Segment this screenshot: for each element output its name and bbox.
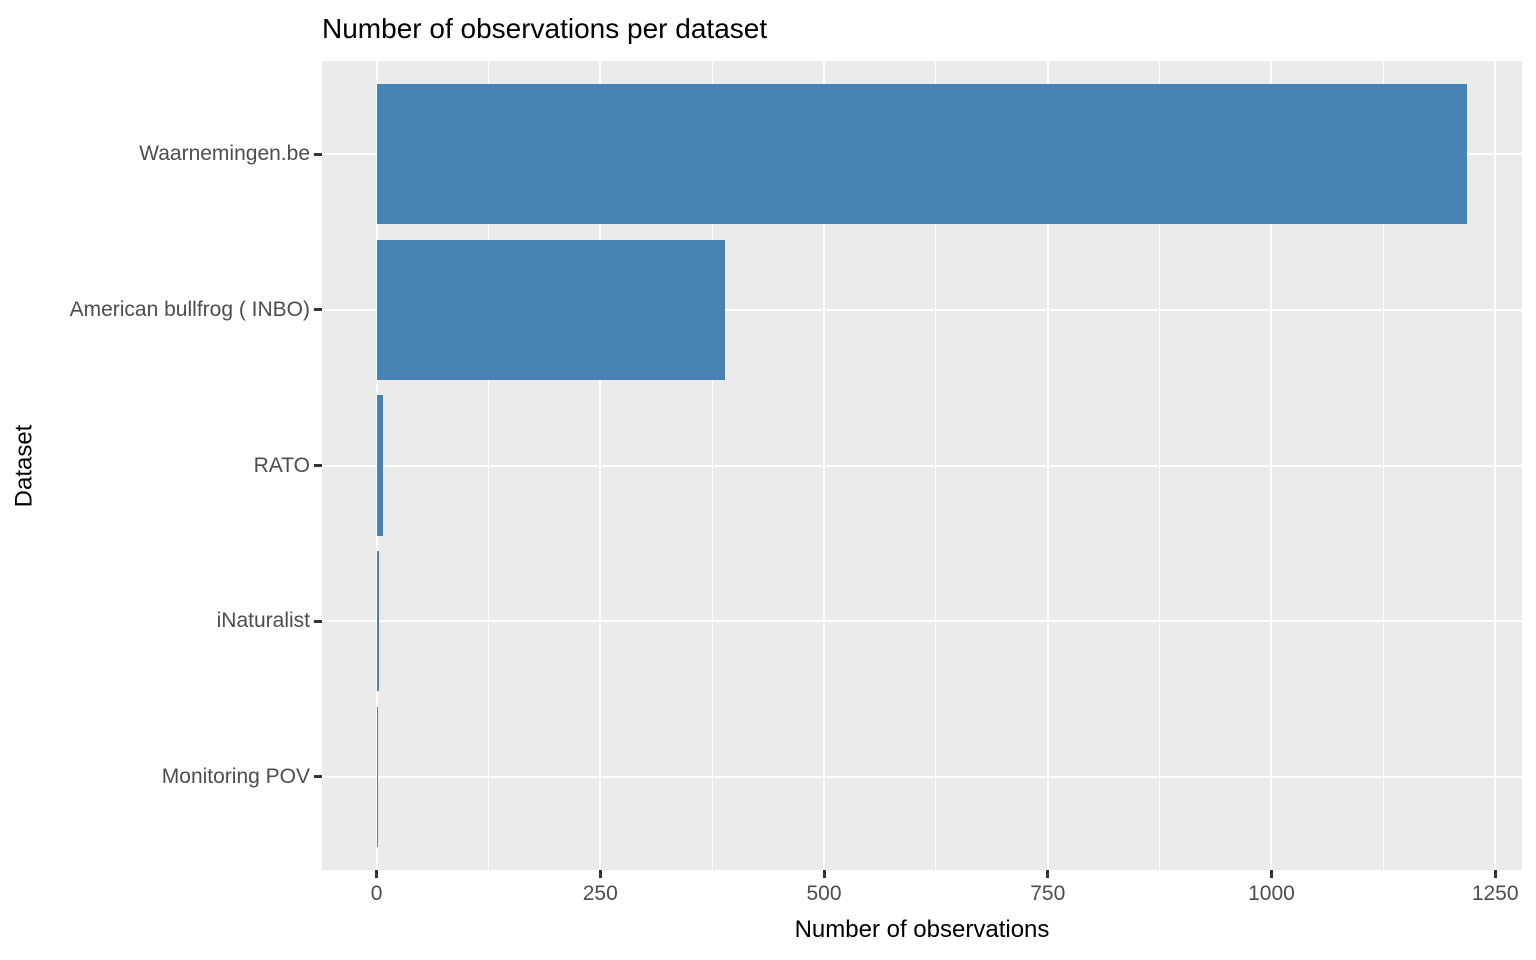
major-gridline-horizontal [322, 775, 1522, 778]
chart-title: Number of observations per dataset [322, 13, 768, 44]
y-tick-mark [314, 464, 322, 467]
bar-rato [376, 395, 383, 536]
y-tick-label: Waarnemingen.be [139, 142, 310, 166]
x-tick-mark [1046, 870, 1050, 878]
y-tick-label: American bullfrog ( INBO) [69, 297, 310, 321]
y-tick-mark [314, 308, 322, 312]
x-tick-label: 0 [370, 882, 383, 905]
x-tick-mark [822, 870, 826, 878]
y-tick-mark [314, 619, 322, 623]
x-tick-label: 250 [582, 882, 618, 905]
bar-monitoring-pov [376, 706, 379, 847]
x-tick-mark [375, 870, 379, 878]
x-tick-label: 1250 [1471, 882, 1519, 905]
y-axis-title: Dataset [10, 424, 37, 507]
y-tick-label: RATO [253, 453, 310, 477]
major-gridline-horizontal [322, 464, 1522, 467]
y-tick-label: Monitoring POV [161, 764, 310, 788]
bar-waarnemingen-be [376, 84, 1468, 225]
y-tick-mark [314, 775, 322, 779]
x-axis-title: Number of observations [794, 916, 1050, 943]
major-gridline-horizontal [322, 308, 1522, 311]
x-tick-label: 1000 [1248, 882, 1295, 905]
y-axis-title-wrap: Dataset [6, 61, 42, 870]
major-gridline-horizontal [322, 620, 1522, 623]
x-tick-mark [1269, 870, 1273, 878]
plot-panel [322, 61, 1522, 870]
x-tick-mark [1493, 870, 1497, 878]
y-tick-label: iNaturalist [216, 609, 310, 633]
x-tick-label: 750 [1030, 882, 1066, 905]
bar-inaturalist [376, 551, 380, 692]
x-tick-label: 500 [806, 882, 842, 905]
y-tick-mark [314, 152, 322, 156]
x-tick-mark [598, 870, 602, 878]
bar-american-bullfrog-inbo [376, 239, 725, 380]
